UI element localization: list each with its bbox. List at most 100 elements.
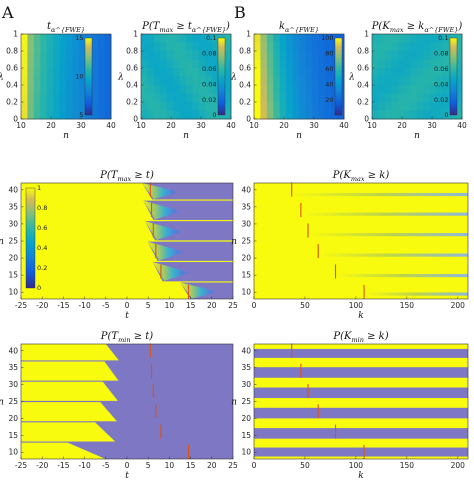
heat-cell bbox=[186, 85, 193, 94]
heat-cell bbox=[384, 93, 392, 103]
heat-cell bbox=[266, 110, 274, 120]
probability-band bbox=[21, 344, 119, 361]
colorbar-tick-label: 100 bbox=[321, 34, 333, 42]
colorbar bbox=[217, 37, 226, 116]
heat-cell bbox=[260, 59, 268, 69]
heat-cell bbox=[192, 93, 200, 103]
colorbar-tick-label: 0.08 bbox=[434, 50, 448, 58]
heat-cell bbox=[417, 93, 424, 103]
heat-cell bbox=[404, 110, 411, 120]
y-axis-label: λ bbox=[230, 73, 237, 83]
heat-cell bbox=[33, 102, 41, 111]
plot-background bbox=[254, 183, 468, 299]
probability-streak bbox=[364, 292, 468, 296]
x-tick-label: 25 bbox=[228, 301, 238, 310]
heat-cell bbox=[104, 85, 112, 94]
heat-cell bbox=[104, 51, 112, 60]
heat-cell bbox=[179, 42, 187, 52]
heat-cell bbox=[455, 34, 463, 43]
heat-cell bbox=[179, 93, 187, 103]
heat-cell bbox=[166, 34, 174, 43]
plot-frame bbox=[140, 33, 232, 120]
heat-cell bbox=[391, 68, 399, 77]
heat-cell bbox=[40, 102, 48, 111]
heat-cell bbox=[179, 85, 187, 94]
heat-cell bbox=[286, 76, 293, 86]
heat-cell bbox=[292, 85, 300, 94]
heat-cell bbox=[299, 76, 306, 86]
heat-cell bbox=[205, 51, 213, 60]
heat-cell bbox=[66, 76, 73, 86]
heat-cell bbox=[299, 34, 306, 43]
y-tick-label: 40 bbox=[241, 346, 251, 355]
x-axis-label: k bbox=[358, 471, 363, 481]
heat-cell bbox=[179, 59, 187, 69]
heat-cell bbox=[260, 85, 268, 94]
heat-cell bbox=[192, 34, 200, 43]
heat-cell bbox=[372, 110, 379, 120]
heat-cell bbox=[299, 102, 306, 111]
heat-cell bbox=[410, 93, 418, 103]
subplot-b4: 0 50 100 150 200 10 15 20 25 30 35 40 k n P(Kmin ≥ k) bbox=[231, 331, 469, 481]
heat-cell bbox=[378, 42, 386, 52]
heat-cell bbox=[273, 76, 281, 86]
heat-cell bbox=[318, 93, 326, 103]
heat-cell bbox=[98, 93, 105, 103]
heat-cell bbox=[273, 51, 281, 60]
heat-cell bbox=[98, 59, 105, 69]
heat-cell bbox=[21, 68, 28, 77]
heat-cell bbox=[160, 85, 168, 94]
probability-band bbox=[21, 402, 117, 422]
heat-cell bbox=[91, 59, 99, 69]
y-tick-label: 0.4 bbox=[239, 81, 251, 90]
heat-cell bbox=[442, 85, 450, 94]
x-tick-label: 10 bbox=[16, 121, 26, 130]
heat-cell bbox=[324, 76, 332, 86]
heat-cell bbox=[311, 110, 319, 120]
x-tick-label: 0 bbox=[125, 301, 130, 310]
heat-cell bbox=[27, 59, 35, 69]
heat-cell bbox=[27, 93, 35, 103]
heat-cell bbox=[417, 102, 424, 111]
y-tick-label: 0 bbox=[133, 115, 138, 124]
heat-cell bbox=[198, 59, 206, 69]
heat-cell bbox=[59, 76, 67, 86]
heat-cell bbox=[78, 34, 86, 43]
heat-cell bbox=[198, 42, 206, 52]
heat-cell bbox=[186, 93, 193, 103]
heat-cell bbox=[436, 76, 444, 86]
heat-cell bbox=[311, 76, 319, 86]
heat-cell bbox=[21, 51, 28, 60]
heat-cell bbox=[186, 42, 193, 52]
heat-cell bbox=[378, 93, 386, 103]
heat-cell bbox=[260, 68, 268, 77]
heat-cell bbox=[286, 34, 293, 43]
heat-cell bbox=[292, 42, 300, 52]
heat-cell bbox=[417, 51, 424, 60]
y-tick-label: 20 bbox=[8, 254, 18, 263]
heat-cell bbox=[104, 93, 112, 103]
x-tick-label: -25 bbox=[15, 301, 27, 310]
heat-cell bbox=[91, 68, 99, 77]
y-tick-label: 30 bbox=[8, 219, 18, 228]
heat-cell bbox=[59, 110, 67, 120]
heat-cell bbox=[292, 51, 300, 60]
subplot-b2: 10 20 30 40 0 0.2 0.4 0.6 0.8 1 n λ P(Kmax ≥ kα^{FWE… bbox=[348, 21, 467, 141]
heat-cell bbox=[260, 51, 268, 60]
heat-cell bbox=[436, 102, 444, 111]
heat-cell bbox=[286, 59, 293, 69]
colorbar-tick-label: 1 bbox=[37, 184, 41, 192]
y-tick-label: 0.6 bbox=[239, 64, 251, 73]
heat-cell bbox=[198, 34, 206, 43]
x-axis-label: n bbox=[183, 131, 189, 141]
heat-cell bbox=[27, 51, 35, 60]
y-axis-label: λ bbox=[348, 73, 355, 83]
heat-cell bbox=[324, 85, 332, 94]
heat-cell bbox=[186, 102, 193, 111]
heat-cell bbox=[417, 42, 424, 52]
heat-cell bbox=[404, 85, 411, 94]
x-tick-label: 10 bbox=[367, 121, 377, 130]
heat-cell bbox=[378, 51, 386, 60]
heat-cell bbox=[72, 34, 80, 43]
